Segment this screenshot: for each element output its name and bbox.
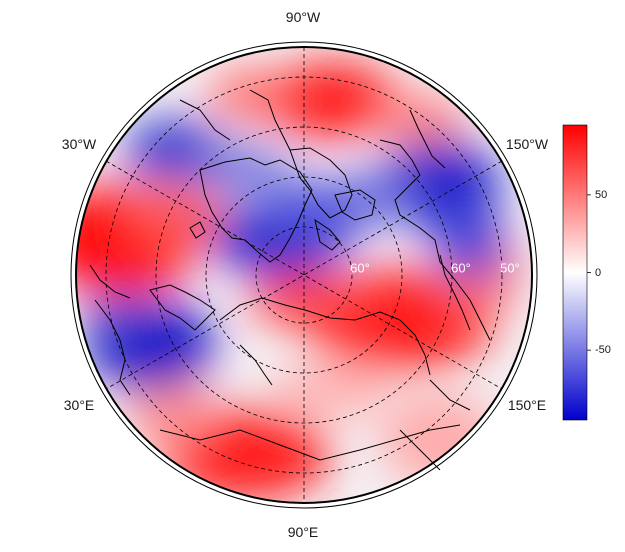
coastlines xyxy=(89,89,491,471)
coast-north-america xyxy=(379,139,491,341)
coast-asia-south xyxy=(159,424,461,461)
lon-label-30e: 30°E xyxy=(63,397,95,413)
latitude-circle-70 xyxy=(205,176,403,374)
lat-label-inner: 60° xyxy=(350,260,370,276)
map-boundary xyxy=(75,46,533,504)
coast-iceland xyxy=(189,221,206,239)
meridian-lines xyxy=(105,47,503,503)
meridian-30w-150e xyxy=(105,160,503,390)
lon-label-30w: 30°W xyxy=(61,136,97,152)
latitude-circle-80 xyxy=(255,226,353,324)
lon-label-90e: 90°E xyxy=(287,524,319,540)
lon-label-90w: 90°W xyxy=(285,9,321,25)
lon-label-150e: 150°E xyxy=(507,397,547,413)
positive-anomaly-north-pacific xyxy=(260,62,400,138)
colorbar-gradient xyxy=(563,125,587,420)
lat-label-outer: 50° xyxy=(500,260,520,276)
colorbar-tick-label: 0 xyxy=(595,266,602,279)
latitude-circle-60 xyxy=(155,126,453,424)
coast-canadian-archipelago xyxy=(289,147,353,219)
colorbar-tick-label: -50 xyxy=(595,344,611,357)
colorbar xyxy=(562,124,591,421)
colorbar-tick-label: 50 xyxy=(595,188,608,201)
meridian-150w-30e xyxy=(105,160,503,390)
coast-greenland xyxy=(199,157,313,263)
lat-label-middle: 60° xyxy=(451,260,471,276)
coast-scandinavia xyxy=(149,284,216,331)
coast-alaska xyxy=(439,254,471,331)
coast-eurasia xyxy=(219,297,431,376)
anomaly-field xyxy=(76,47,532,503)
lon-label-150w: 150°W xyxy=(505,136,549,152)
